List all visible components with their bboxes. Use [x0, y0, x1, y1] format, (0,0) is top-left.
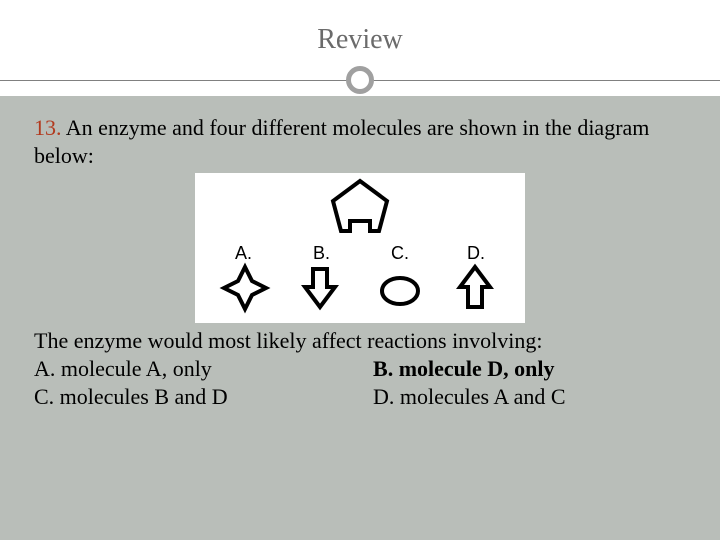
- enzyme-diagram: A. B. C. D.: [195, 173, 525, 323]
- label-a: A.: [235, 243, 252, 263]
- label-d: D.: [467, 243, 485, 263]
- title-divider: [0, 66, 720, 96]
- option-b: B. molecule D, only: [373, 355, 686, 384]
- molecule-b-arrow-down-icon: [305, 269, 335, 307]
- followup-text: The enzyme would most likely affect reac…: [34, 327, 686, 355]
- enzyme-shape-icon: [333, 181, 387, 231]
- slide-title: Review: [0, 24, 720, 56]
- option-a: A. molecule A, only: [34, 355, 373, 384]
- answer-row-2: C. molecules B and D D. molecules A and …: [34, 383, 686, 412]
- title-area: Review: [0, 0, 720, 66]
- question-body: An enzyme and four different molecules a…: [34, 115, 649, 168]
- option-d: D. molecules A and C: [373, 383, 686, 412]
- diagram-svg: A. B. C. D.: [195, 173, 525, 323]
- option-c: C. molecules B and D: [34, 383, 373, 412]
- label-c: C.: [391, 243, 409, 263]
- molecule-c-ellipse-icon: [382, 278, 418, 304]
- divider-circle-icon: [346, 66, 374, 94]
- label-b: B.: [313, 243, 330, 263]
- question-number: 13.: [34, 115, 62, 140]
- question-text: 13. An enzyme and four different molecul…: [34, 114, 686, 169]
- molecule-d-arrow-up-icon: [460, 267, 490, 307]
- content-area: 13. An enzyme and four different molecul…: [0, 96, 720, 412]
- slide: Review 13. An enzyme and four different …: [0, 0, 720, 540]
- molecule-a-star-icon: [224, 267, 266, 309]
- answer-row-1: A. molecule A, only B. molecule D, only: [34, 355, 686, 384]
